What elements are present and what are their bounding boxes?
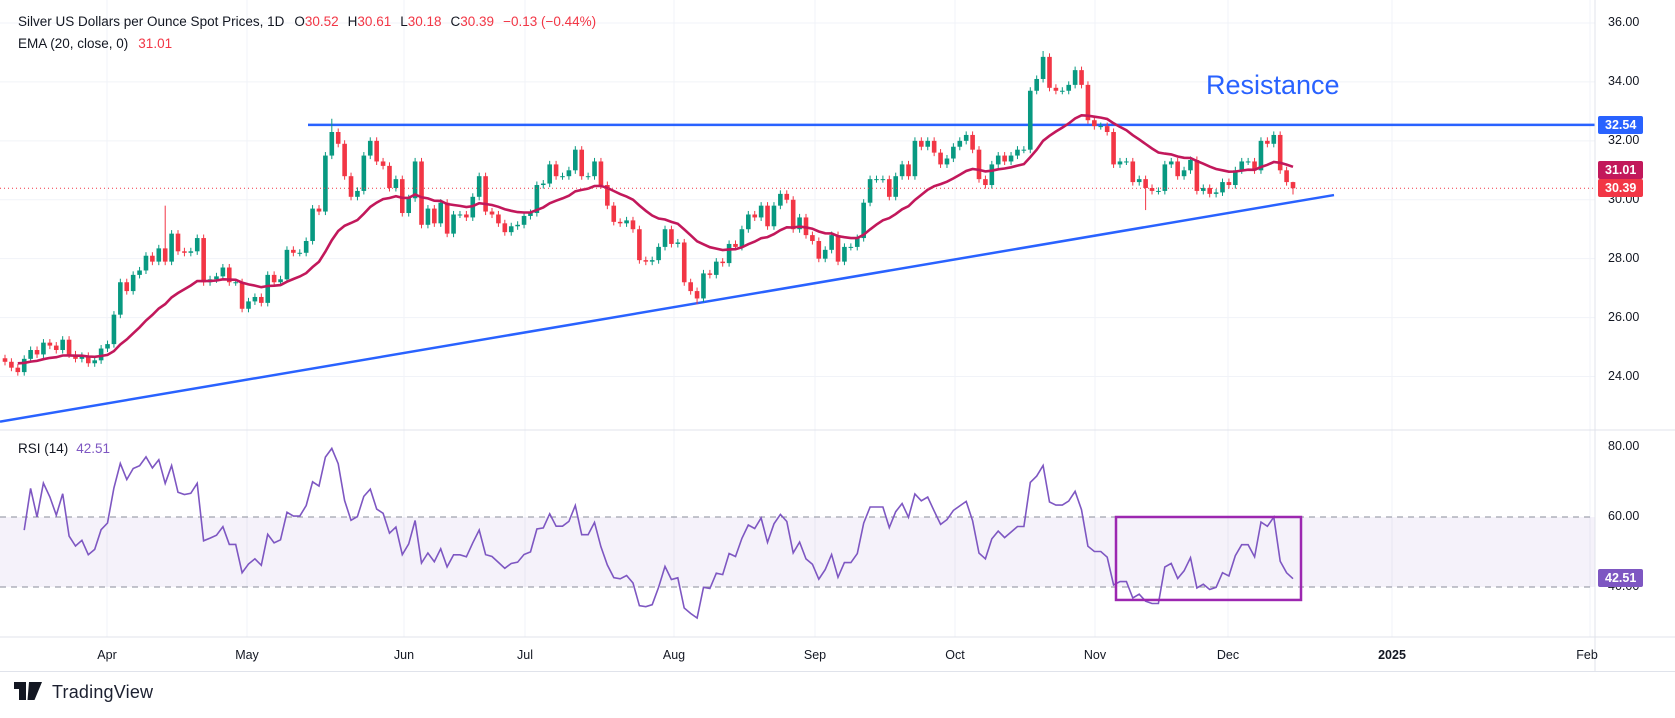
time-tick-apr: Apr — [97, 648, 117, 662]
rsi-legend[interactable]: RSI (14) 42.51 — [18, 441, 110, 456]
time-tick-2025: 2025 — [1378, 648, 1406, 662]
tradingview-logo-text: TradingView — [52, 682, 154, 702]
rsi-band-fill — [0, 517, 1595, 587]
time-tick-aug: Aug — [662, 648, 686, 662]
ema-value-badge: 31.01 — [1598, 161, 1644, 179]
price-tick-label: 24.00 — [1608, 368, 1640, 383]
rsi-tick-label: 80.00 — [1608, 439, 1640, 453]
resistance-annotation[interactable]: Resistance — [1206, 70, 1340, 100]
ohlc-l: L30.18 — [400, 14, 442, 29]
time-tick-jun: Jun — [393, 648, 415, 662]
time-tick-dec: Dec — [1216, 648, 1240, 662]
tradingview-logo-icon — [14, 682, 42, 700]
ema-label: EMA (20, close, 0) — [18, 36, 129, 51]
symbol-title: Silver US Dollars per Ounce Spot Prices,… — [18, 14, 285, 29]
grid-lines — [0, 0, 1595, 637]
candlestick-series[interactable] — [2, 50, 1296, 376]
price-tick-label: 36.00 — [1608, 15, 1640, 29]
chart-legend-line1[interactable]: Silver US Dollars per Ounce Spot Prices,… — [18, 14, 596, 29]
price-tick-label: 32.00 — [1608, 132, 1640, 147]
pane-borders — [0, 0, 1675, 672]
last-price-badge: 30.39 — [1598, 179, 1644, 198]
change-value: −0.13 (−0.44%) — [503, 14, 597, 29]
chart-canvas[interactable] — [0, 0, 1675, 673]
rsi-label: RSI (14) — [18, 441, 69, 456]
rsi-tick-label: 60.00 — [1608, 509, 1640, 523]
ohlc-o: O30.52 — [294, 14, 339, 29]
time-tick-nov: Nov — [1083, 648, 1107, 662]
ema-value: 31.01 — [138, 36, 173, 51]
tradingview-watermark[interactable]: TradingView — [14, 682, 153, 703]
time-tick-sep: Sep — [803, 648, 827, 662]
ohlc-values: O30.52 H30.61 L30.18 C30.39 — [294, 14, 503, 29]
time-tick-oct: Oct — [945, 648, 965, 662]
chart-legend-line2[interactable]: EMA (20, close, 0) 31.01 — [18, 36, 172, 51]
rsi-value-badge: 42.51 — [1598, 569, 1644, 588]
support-trendline[interactable] — [0, 193, 1335, 423]
price-tick-label: 34.00 — [1608, 73, 1640, 88]
time-tick-jul: Jul — [517, 648, 533, 662]
rsi-value: 42.51 — [76, 441, 111, 456]
ema-line[interactable] — [17, 113, 1294, 365]
ohlc-h: H30.61 — [347, 14, 392, 29]
price-tick-label: 28.00 — [1608, 250, 1640, 265]
rsi-highlight-box[interactable] — [1114, 515, 1303, 602]
rsi-line[interactable] — [23, 446, 1294, 620]
resistance-price-badge: 32.54 — [1598, 115, 1644, 134]
ohlc-c: C30.39 — [450, 14, 495, 29]
time-tick-may: May — [235, 648, 259, 662]
time-tick-feb: Feb — [1576, 648, 1598, 662]
price-tick-label: 26.00 — [1608, 309, 1640, 324]
